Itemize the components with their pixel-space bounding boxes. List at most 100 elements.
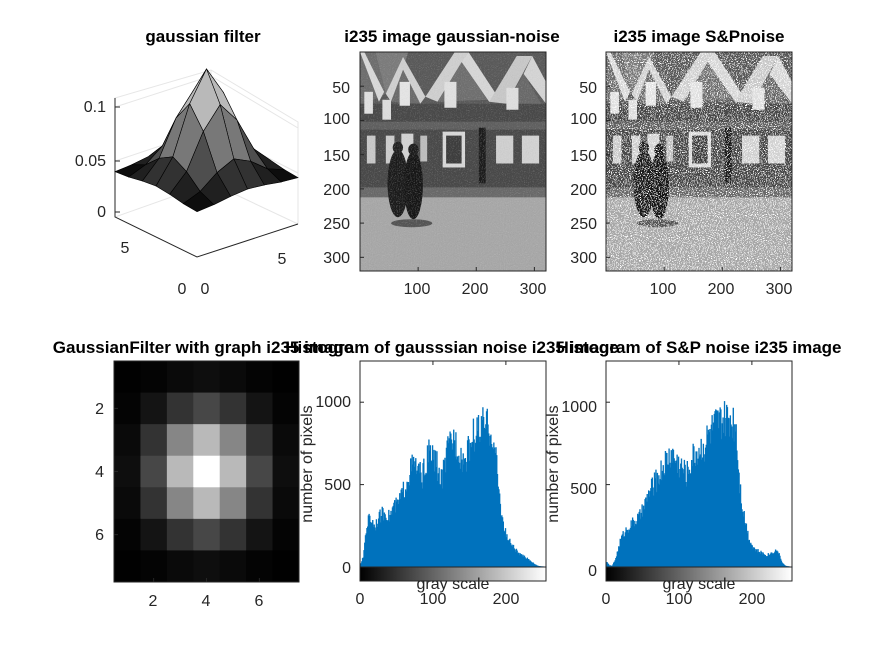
heatmap-cell <box>219 487 247 520</box>
y-tick-label: 6 <box>95 527 104 544</box>
heatmap-cell <box>246 487 274 520</box>
x-tick-label: 200 <box>739 591 766 608</box>
x-tick-label: 5 <box>278 251 287 268</box>
heatmap-cell <box>246 392 274 425</box>
y-tick-label: 0 <box>178 281 187 298</box>
x-tick-label: 0 <box>201 281 210 298</box>
heatmap-cell <box>272 487 300 520</box>
gaussian-histogram-panel: 1000 500 0 0 100 200 gray scale number o… <box>285 338 619 608</box>
heatmap-cell <box>114 392 141 425</box>
street-photo <box>360 52 546 271</box>
image-axis-ticks <box>360 85 535 271</box>
heatmap-cell <box>246 518 274 551</box>
gray-colorbar <box>605 566 793 582</box>
heatmap-cell <box>272 424 300 457</box>
y-tick-label: 150 <box>323 148 350 165</box>
heatmap-cell <box>140 361 168 394</box>
z-tick-label: 0.1 <box>84 99 106 116</box>
street-photo <box>606 52 792 271</box>
surface-title: gaussian filter <box>145 27 261 46</box>
heatmap-cell <box>272 392 300 425</box>
x-tick-label: 0 <box>602 591 611 608</box>
x-axis-label: gray scale <box>663 576 736 593</box>
gaussian-histogram-title: Histogram of gausssian noise i235 image <box>285 338 619 357</box>
y-tick-label: 0 <box>588 563 597 580</box>
heatmap-cell <box>219 518 247 551</box>
x-axis-label: gray scale <box>417 576 490 593</box>
surface-plot: gaussian filter 0.1 0.05 0 5 0 0 5 <box>75 27 299 298</box>
x-tick-label: 100 <box>404 281 431 298</box>
heatmap-cell <box>114 424 141 457</box>
y-tick-label: 250 <box>323 216 350 233</box>
y-tick-label: 50 <box>332 80 350 97</box>
y-tick-label: 500 <box>324 477 351 494</box>
heatmap-cells <box>114 361 300 583</box>
z-tick-label: 0.05 <box>75 153 106 170</box>
y-tick-label: 1000 <box>315 394 351 411</box>
heatmap-cell <box>272 550 300 583</box>
filter-heatmap-panel: 2 4 6 2 4 6 GaussianFilter with graph i2… <box>53 338 353 610</box>
x-tick-label: 200 <box>493 591 520 608</box>
x-tick-label: 2 <box>149 593 158 610</box>
heatmap-cell <box>140 424 168 457</box>
heatmap-cell <box>140 455 168 488</box>
heatmap-cell <box>193 518 221 551</box>
x-tick-label: 100 <box>650 281 677 298</box>
y-tick-label: 2 <box>95 401 104 418</box>
y-axis-label: number of pixels <box>545 405 562 522</box>
heatmap-cell <box>246 550 274 583</box>
heatmap-cell <box>166 518 194 551</box>
x-tick-label: 300 <box>766 281 793 298</box>
heatmap-cell <box>140 550 168 583</box>
y-tick-label: 4 <box>95 464 104 481</box>
x-tick-label: 0 <box>356 591 365 608</box>
sp-histogram-panel: 1000 500 0 0 100 200 gray scale number o… <box>545 338 842 608</box>
y-tick-label: 1000 <box>561 399 597 416</box>
heatmap-cell <box>166 455 194 488</box>
sp-noise-image-panel: i235 image S&Pnoise 50 100 150 200 250 3… <box>570 27 793 298</box>
heatmap-cell <box>166 361 194 394</box>
heatmap-cell <box>219 550 247 583</box>
heatmap-cell <box>246 424 274 457</box>
heatmap-cell <box>193 550 221 583</box>
y-tick-label: 300 <box>323 250 350 267</box>
heatmap-cell <box>140 487 168 520</box>
x-tick-label: 6 <box>255 593 264 610</box>
gaussian-noise-image-title: i235 image gaussian-noise <box>344 27 559 46</box>
heatmap-cell <box>272 518 300 551</box>
y-tick-label: 300 <box>570 250 597 267</box>
surface-mesh <box>114 68 299 213</box>
filter-heatmap-title: GaussianFilter with graph i235 image <box>53 338 353 357</box>
y-axis-label: number of pixels <box>299 405 316 522</box>
heatmap-cell <box>219 424 247 457</box>
y-tick-label: 200 <box>323 182 350 199</box>
y-tick-label: 50 <box>579 80 597 97</box>
gray-colorbar <box>359 566 547 582</box>
x-tick-label: 100 <box>666 591 693 608</box>
y-tick-label: 100 <box>323 111 350 128</box>
heatmap-cell <box>246 361 274 394</box>
heatmap-cell <box>272 361 300 394</box>
heatmap-cell <box>219 455 247 488</box>
heatmap-cell <box>140 392 168 425</box>
image-axis-ticks <box>606 85 781 271</box>
x-tick-label: 300 <box>520 281 547 298</box>
heatmap-cell <box>193 487 221 520</box>
heatmap-cell <box>166 424 194 457</box>
y-tick-label: 500 <box>570 481 597 498</box>
y-tick-label: 5 <box>121 240 130 257</box>
heatmap-cell <box>114 518 141 551</box>
sp-histogram-title: Histogram of S&P noise i235 image <box>557 338 842 357</box>
surface-face <box>182 191 215 213</box>
heatmap-cell <box>114 361 141 394</box>
heatmap-cell <box>272 455 300 488</box>
heatmap-cell <box>193 455 221 488</box>
heatmap-cell <box>219 392 247 425</box>
heatmap-cell <box>166 550 194 583</box>
heatmap-cell <box>114 455 141 488</box>
heatmap-cell <box>193 424 221 457</box>
histogram-bars <box>605 401 793 568</box>
x-tick-label: 200 <box>462 281 489 298</box>
heatmap-cell <box>166 392 194 425</box>
